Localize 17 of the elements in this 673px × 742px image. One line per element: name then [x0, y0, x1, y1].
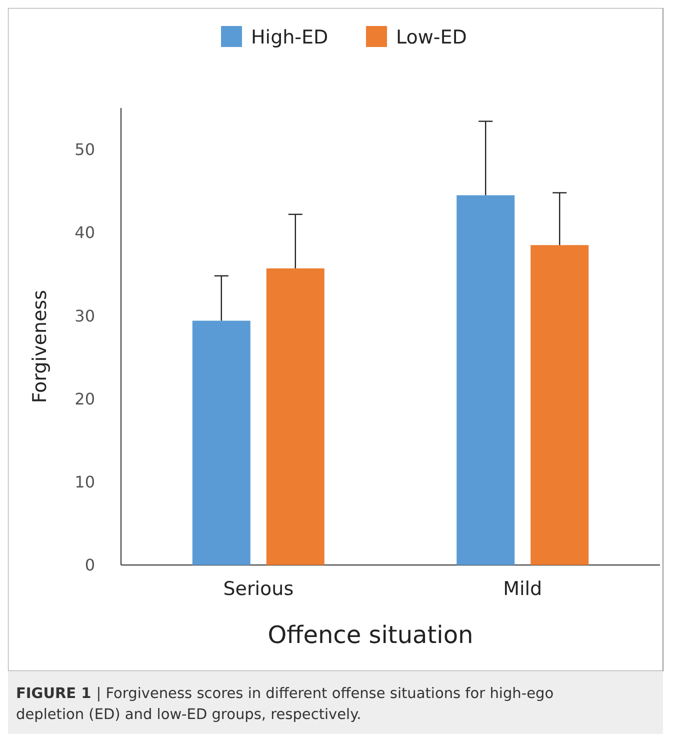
y-tick-label: 20	[74, 389, 95, 408]
y-tick-label: 10	[74, 472, 95, 492]
bar	[456, 195, 515, 565]
bar	[530, 245, 589, 565]
y-tick-label: 30	[74, 306, 95, 326]
y-tick-label: 50	[74, 140, 95, 160]
x-tick-label: Mild	[503, 578, 542, 600]
legend-label: High-ED	[251, 26, 328, 49]
bar	[192, 320, 250, 565]
caption: FIGURE 1 | Forgiveness scores in different offense situations for high-ego depletion (ED) and low-ED groups, respectively.	[16, 686, 554, 723]
legend-label: Low-ED	[396, 26, 467, 49]
y-tick-label: 40	[74, 223, 95, 242]
bar	[266, 268, 324, 565]
y-tick-label: 0	[84, 556, 95, 575]
x-axis-title: Offence situation	[268, 621, 474, 649]
y-axis-title: Forgiveness	[29, 290, 51, 404]
x-tick-label: Serious	[223, 578, 294, 600]
